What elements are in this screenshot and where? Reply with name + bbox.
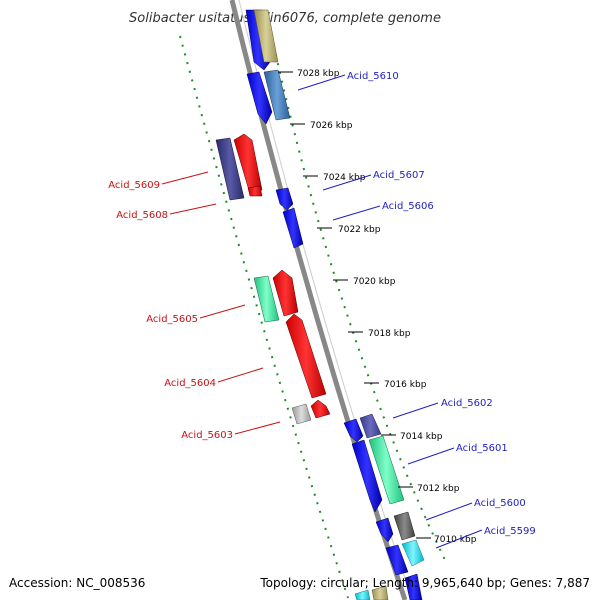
gene-arrow[interactable] (253, 9, 279, 63)
tick-label: 7026 kbp (310, 121, 353, 131)
gene-arrow[interactable] (354, 589, 371, 600)
gene-arrow[interactable] (275, 187, 294, 211)
gene-arrow[interactable] (247, 185, 263, 197)
tick-label: 7018 kbp (368, 329, 411, 339)
gene-arrow[interactable] (393, 511, 416, 541)
tick-label: 7020 kbp (353, 277, 396, 287)
gene-label[interactable]: Acid_5601 (456, 443, 508, 454)
gene-label[interactable]: Acid_5609 (108, 180, 160, 191)
gene-arrow[interactable] (246, 71, 273, 125)
gene-arrow[interactable] (263, 69, 291, 121)
gene-arrow[interactable] (351, 439, 383, 513)
gene-arrow[interactable] (285, 313, 327, 399)
gene-arrow[interactable] (359, 413, 382, 439)
gene-label[interactable]: Acid_5604 (164, 378, 216, 389)
gene-label[interactable]: Acid_5608 (116, 210, 168, 221)
gene-arrow[interactable] (253, 275, 280, 323)
gene-arrow[interactable] (404, 573, 423, 600)
reverse-gene-labels: Acid_5609 Acid_5608 Acid_5605 Acid_5604 … (108, 171, 281, 441)
tick-label: 7024 kbp (323, 173, 366, 183)
gene-label[interactable]: Acid_5610 (347, 71, 399, 82)
gene-arrow[interactable] (343, 418, 364, 443)
map-title: Solibacter usitatus Ellin6076, complete … (129, 11, 441, 26)
tick-label: 7028 kbp (297, 69, 340, 79)
gene-arrow[interactable] (215, 137, 245, 201)
forward-gene-arrows (245, 9, 425, 600)
tick-label: 7012 kbp (417, 484, 460, 494)
gene-arrow[interactable] (371, 585, 389, 600)
accession-text: Accession: NC_008536 (9, 576, 145, 590)
gene-label[interactable]: Acid_5600 (474, 498, 526, 509)
tick-label: 7016 kbp (384, 380, 427, 390)
gene-arrow[interactable] (385, 544, 409, 576)
gene-arrow[interactable] (233, 133, 263, 195)
gene-arrow[interactable] (310, 399, 331, 419)
reverse-outer-dashes (179, 35, 349, 599)
forward-gene-labels: Acid_5610 Acid_5607 Acid_5606 Acid_5602 … (297, 71, 536, 549)
tick-label: 7014 kbp (400, 432, 443, 442)
gene-label[interactable]: Acid_5602 (441, 398, 493, 409)
reverse-gene-arrows (215, 133, 389, 600)
tick-group: 7028 kbp 7026 kbp 7024 kbp 7022 kbp 7020… (278, 69, 477, 545)
gene-label[interactable]: Acid_5599 (484, 526, 536, 537)
gene-label[interactable]: Acid_5605 (146, 314, 198, 325)
gene-arrow[interactable] (368, 435, 405, 505)
summary-text: Topology: circular; Length: 9,965,640 bp… (259, 576, 590, 590)
gene-arrow[interactable] (401, 539, 425, 567)
gene-label[interactable]: Acid_5603 (181, 430, 233, 441)
gene-label[interactable]: Acid_5607 (373, 170, 425, 181)
gene-arrow[interactable] (291, 403, 312, 425)
forward-outer-dashes (269, 27, 446, 561)
gene-arrow[interactable] (375, 517, 394, 543)
gene-label[interactable]: Acid_5606 (382, 201, 434, 212)
gene-arrow[interactable] (272, 269, 299, 317)
tick-label: 7022 kbp (338, 225, 381, 235)
gene-arrow[interactable] (282, 207, 304, 249)
